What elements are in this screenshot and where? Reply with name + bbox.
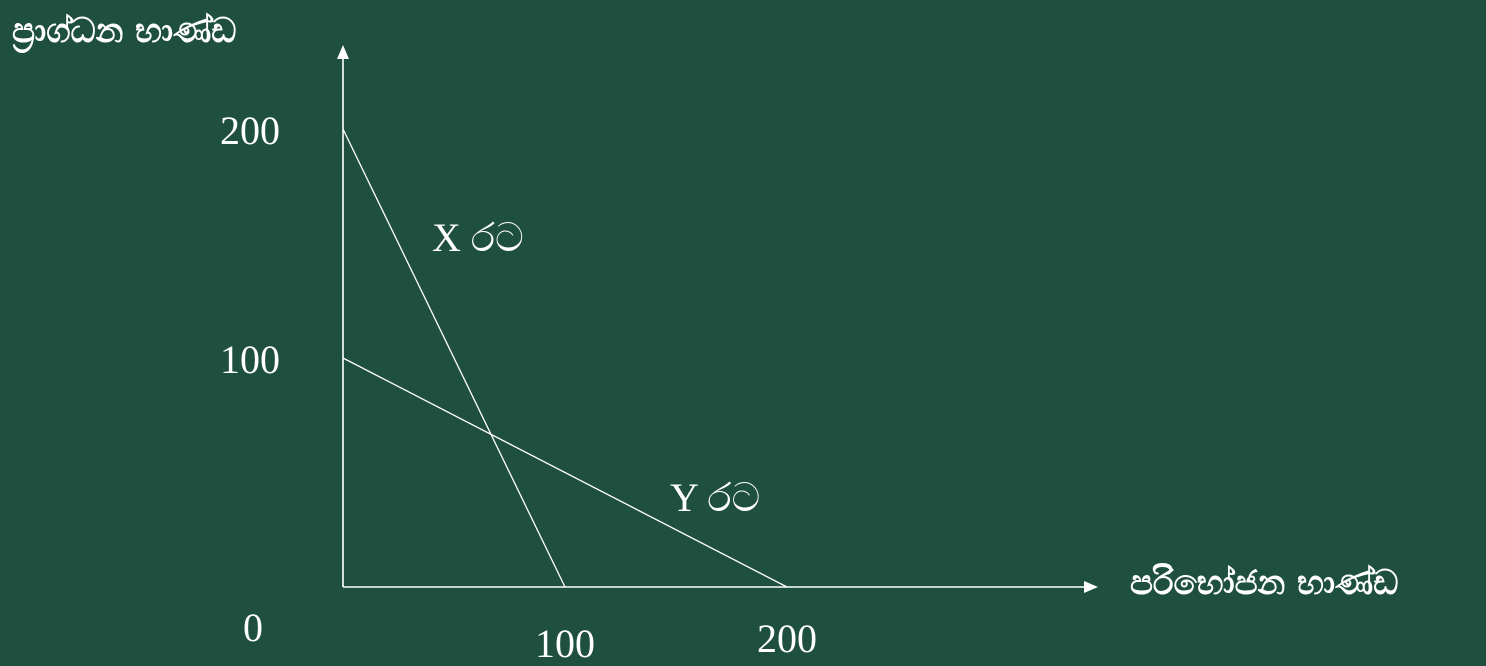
- y-axis-title: ප්‍රාග්ධන භාණ්ඩ: [12, 11, 237, 51]
- x-axis-arrow-icon: [1084, 581, 1098, 593]
- x-tick-label-200: 200: [757, 616, 817, 661]
- origin-label: 0: [243, 605, 263, 650]
- y-tick-label-100: 100: [220, 337, 280, 382]
- series-line-2: [342, 357, 788, 588]
- series-label-y-country: Y රට: [670, 475, 761, 520]
- y-tick-label-200: 200: [220, 108, 280, 153]
- series-line-1: [342, 128, 566, 588]
- x-axis-title: පරිභෝජන භාණ්ඩ: [1130, 563, 1399, 603]
- series-label-x-country: X රට: [432, 215, 524, 260]
- x-tick-label-100: 100: [535, 621, 595, 666]
- y-axis-arrow-icon: [337, 45, 349, 59]
